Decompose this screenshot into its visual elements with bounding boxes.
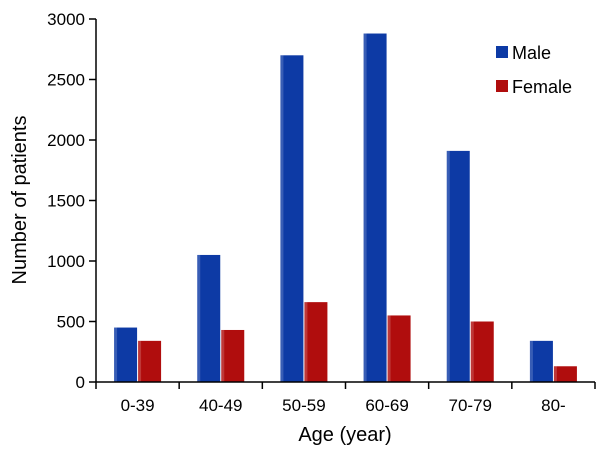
bar-highlight — [138, 340, 142, 382]
bar-highlight — [553, 366, 557, 382]
x-tick-label: 80- — [541, 396, 566, 415]
x-tick-label: 60-69 — [365, 396, 408, 415]
bar-female-40-49 — [221, 329, 245, 382]
y-axis-title: Number of patients — [9, 116, 31, 285]
bar-male-0-39 — [114, 327, 138, 382]
legend-swatch-male — [496, 46, 508, 58]
bar-highlight — [446, 150, 450, 382]
y-tick-label: 500 — [57, 313, 85, 332]
legend-swatch-female — [496, 80, 508, 92]
bar-male-60-69 — [363, 33, 387, 383]
bar-highlight — [470, 321, 474, 382]
bar-male-40-49 — [197, 254, 221, 382]
bar-female-0-39 — [138, 340, 162, 382]
y-tick-label: 2500 — [47, 71, 85, 90]
bar-highlight — [529, 340, 533, 382]
bar-highlight — [363, 33, 367, 383]
bar-highlight — [280, 55, 284, 383]
bar-highlight — [304, 302, 308, 382]
x-tick-label: 40-49 — [199, 396, 242, 415]
x-ticks-group: 0-39 40-49 50-59 60-69 70-79 80- — [95, 382, 596, 415]
x-tick-label: 50-59 — [282, 396, 325, 415]
bar-highlight — [114, 327, 118, 382]
bar-highlight — [197, 254, 201, 382]
y-tick-label: 2000 — [47, 131, 85, 150]
legend: Male Female — [496, 43, 572, 97]
y-ticks-group: 0 500 1000 1500 2000 2500 3000 — [47, 10, 96, 392]
x-tick-label: 70-79 — [449, 396, 492, 415]
bar-male-70-79 — [446, 150, 470, 382]
bar-highlight — [221, 329, 225, 382]
y-tick-label: 0 — [76, 373, 85, 392]
x-tick-label: 0-39 — [121, 396, 155, 415]
bars-group — [114, 33, 577, 383]
bar-male-50-59 — [280, 55, 304, 383]
y-tick-label: 1500 — [47, 192, 85, 211]
y-tick-label: 3000 — [47, 10, 85, 29]
y-tick-label: 1000 — [47, 252, 85, 271]
bar-male-80- — [529, 340, 553, 382]
legend-label-male: Male — [512, 43, 551, 63]
bar-female-50-59 — [304, 302, 328, 382]
axes-group — [95, 19, 595, 383]
x-axis-title: Age (year) — [298, 424, 391, 446]
bar-female-70-79 — [470, 321, 494, 382]
legend-label-female: Female — [512, 77, 572, 97]
bar-highlight — [387, 315, 391, 382]
bar-female-60-69 — [387, 315, 411, 382]
bar-female-80- — [553, 366, 577, 382]
